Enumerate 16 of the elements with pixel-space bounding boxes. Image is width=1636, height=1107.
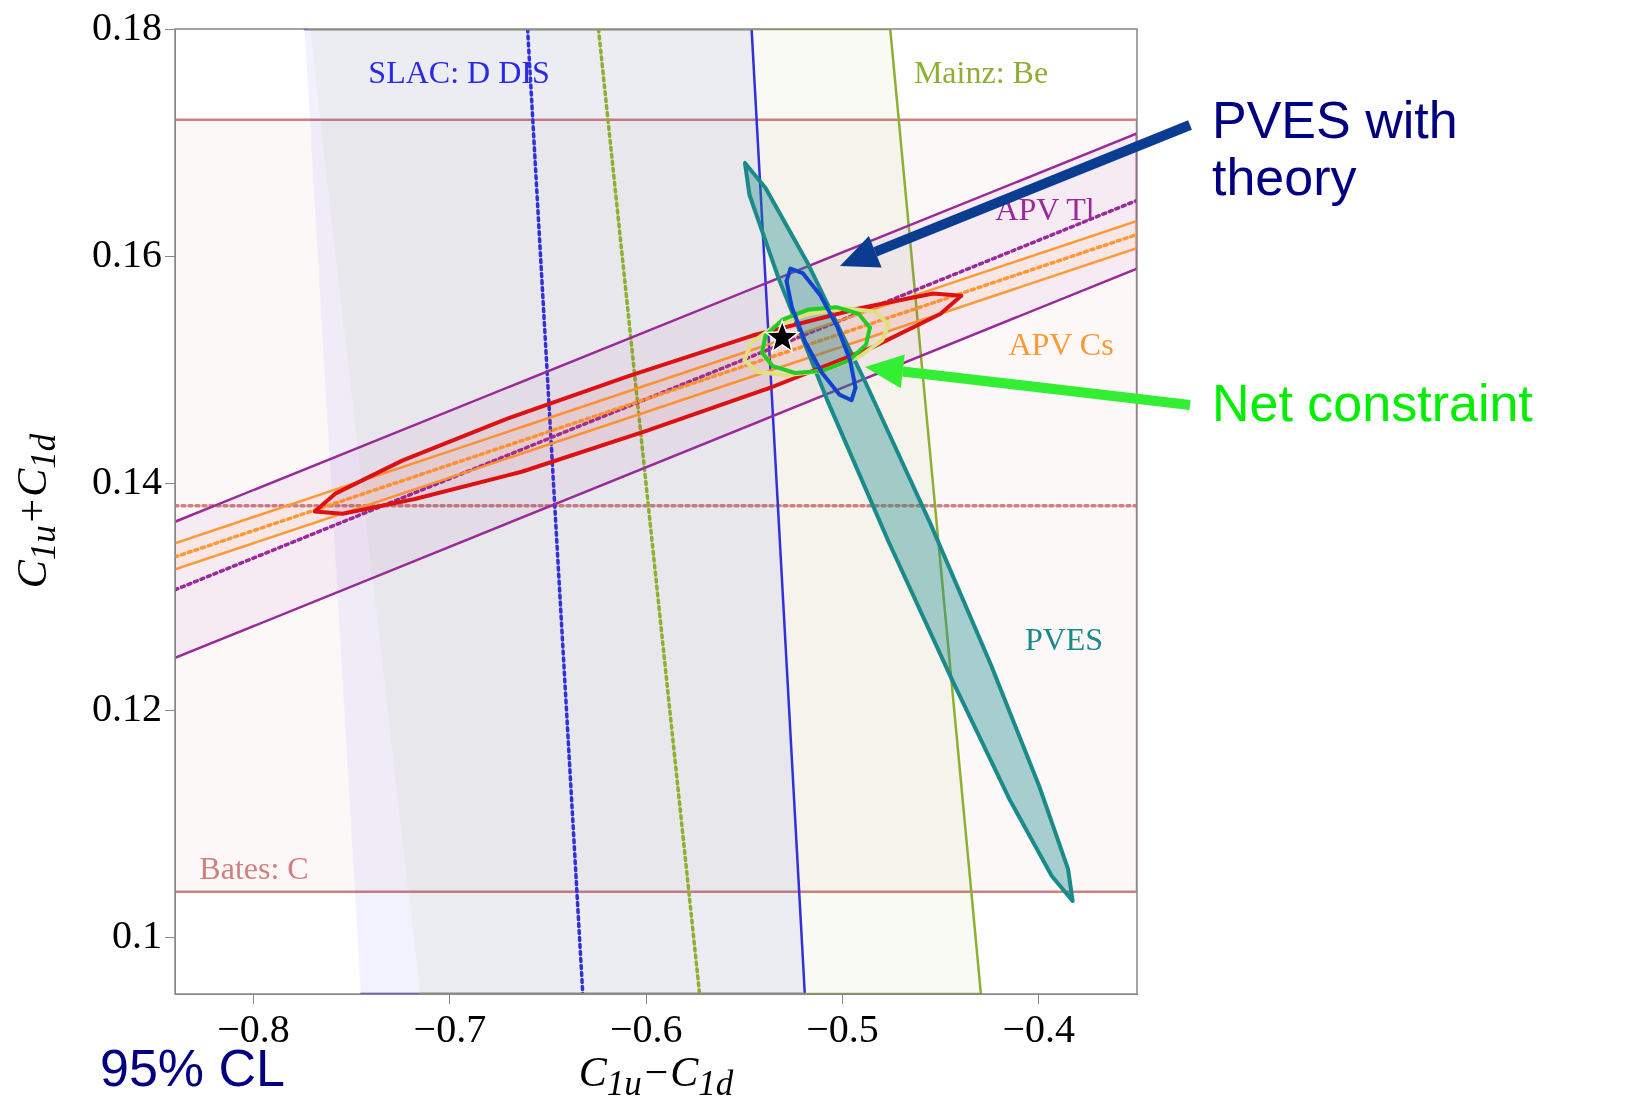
annotation: Bates: C	[199, 850, 309, 887]
x-tick-label: −0.7	[413, 1005, 487, 1051]
annotation: APV Cs	[1008, 326, 1114, 363]
y-tick-label: 0.16	[92, 230, 162, 276]
text: Net constraint	[1212, 374, 1534, 433]
y-tick-label: 0.14	[92, 457, 162, 503]
y-tick-label: 0.1	[112, 911, 162, 957]
text: PVES with theory	[1212, 91, 1459, 207]
x-axis-title: C$_{1u}$−C$_{1d}$	[578, 1049, 734, 1104]
x-tick-label: −0.5	[806, 1005, 879, 1051]
annotation: PVES	[1024, 621, 1104, 658]
y-tick-label: 0.12	[92, 684, 162, 730]
x-tick-label: −0.4	[1002, 1005, 1076, 1051]
x-tick-label: −0.6	[609, 1005, 683, 1051]
annotation: Mainz: Be	[913, 54, 1049, 91]
y-tick-label: 0.18	[92, 3, 162, 49]
